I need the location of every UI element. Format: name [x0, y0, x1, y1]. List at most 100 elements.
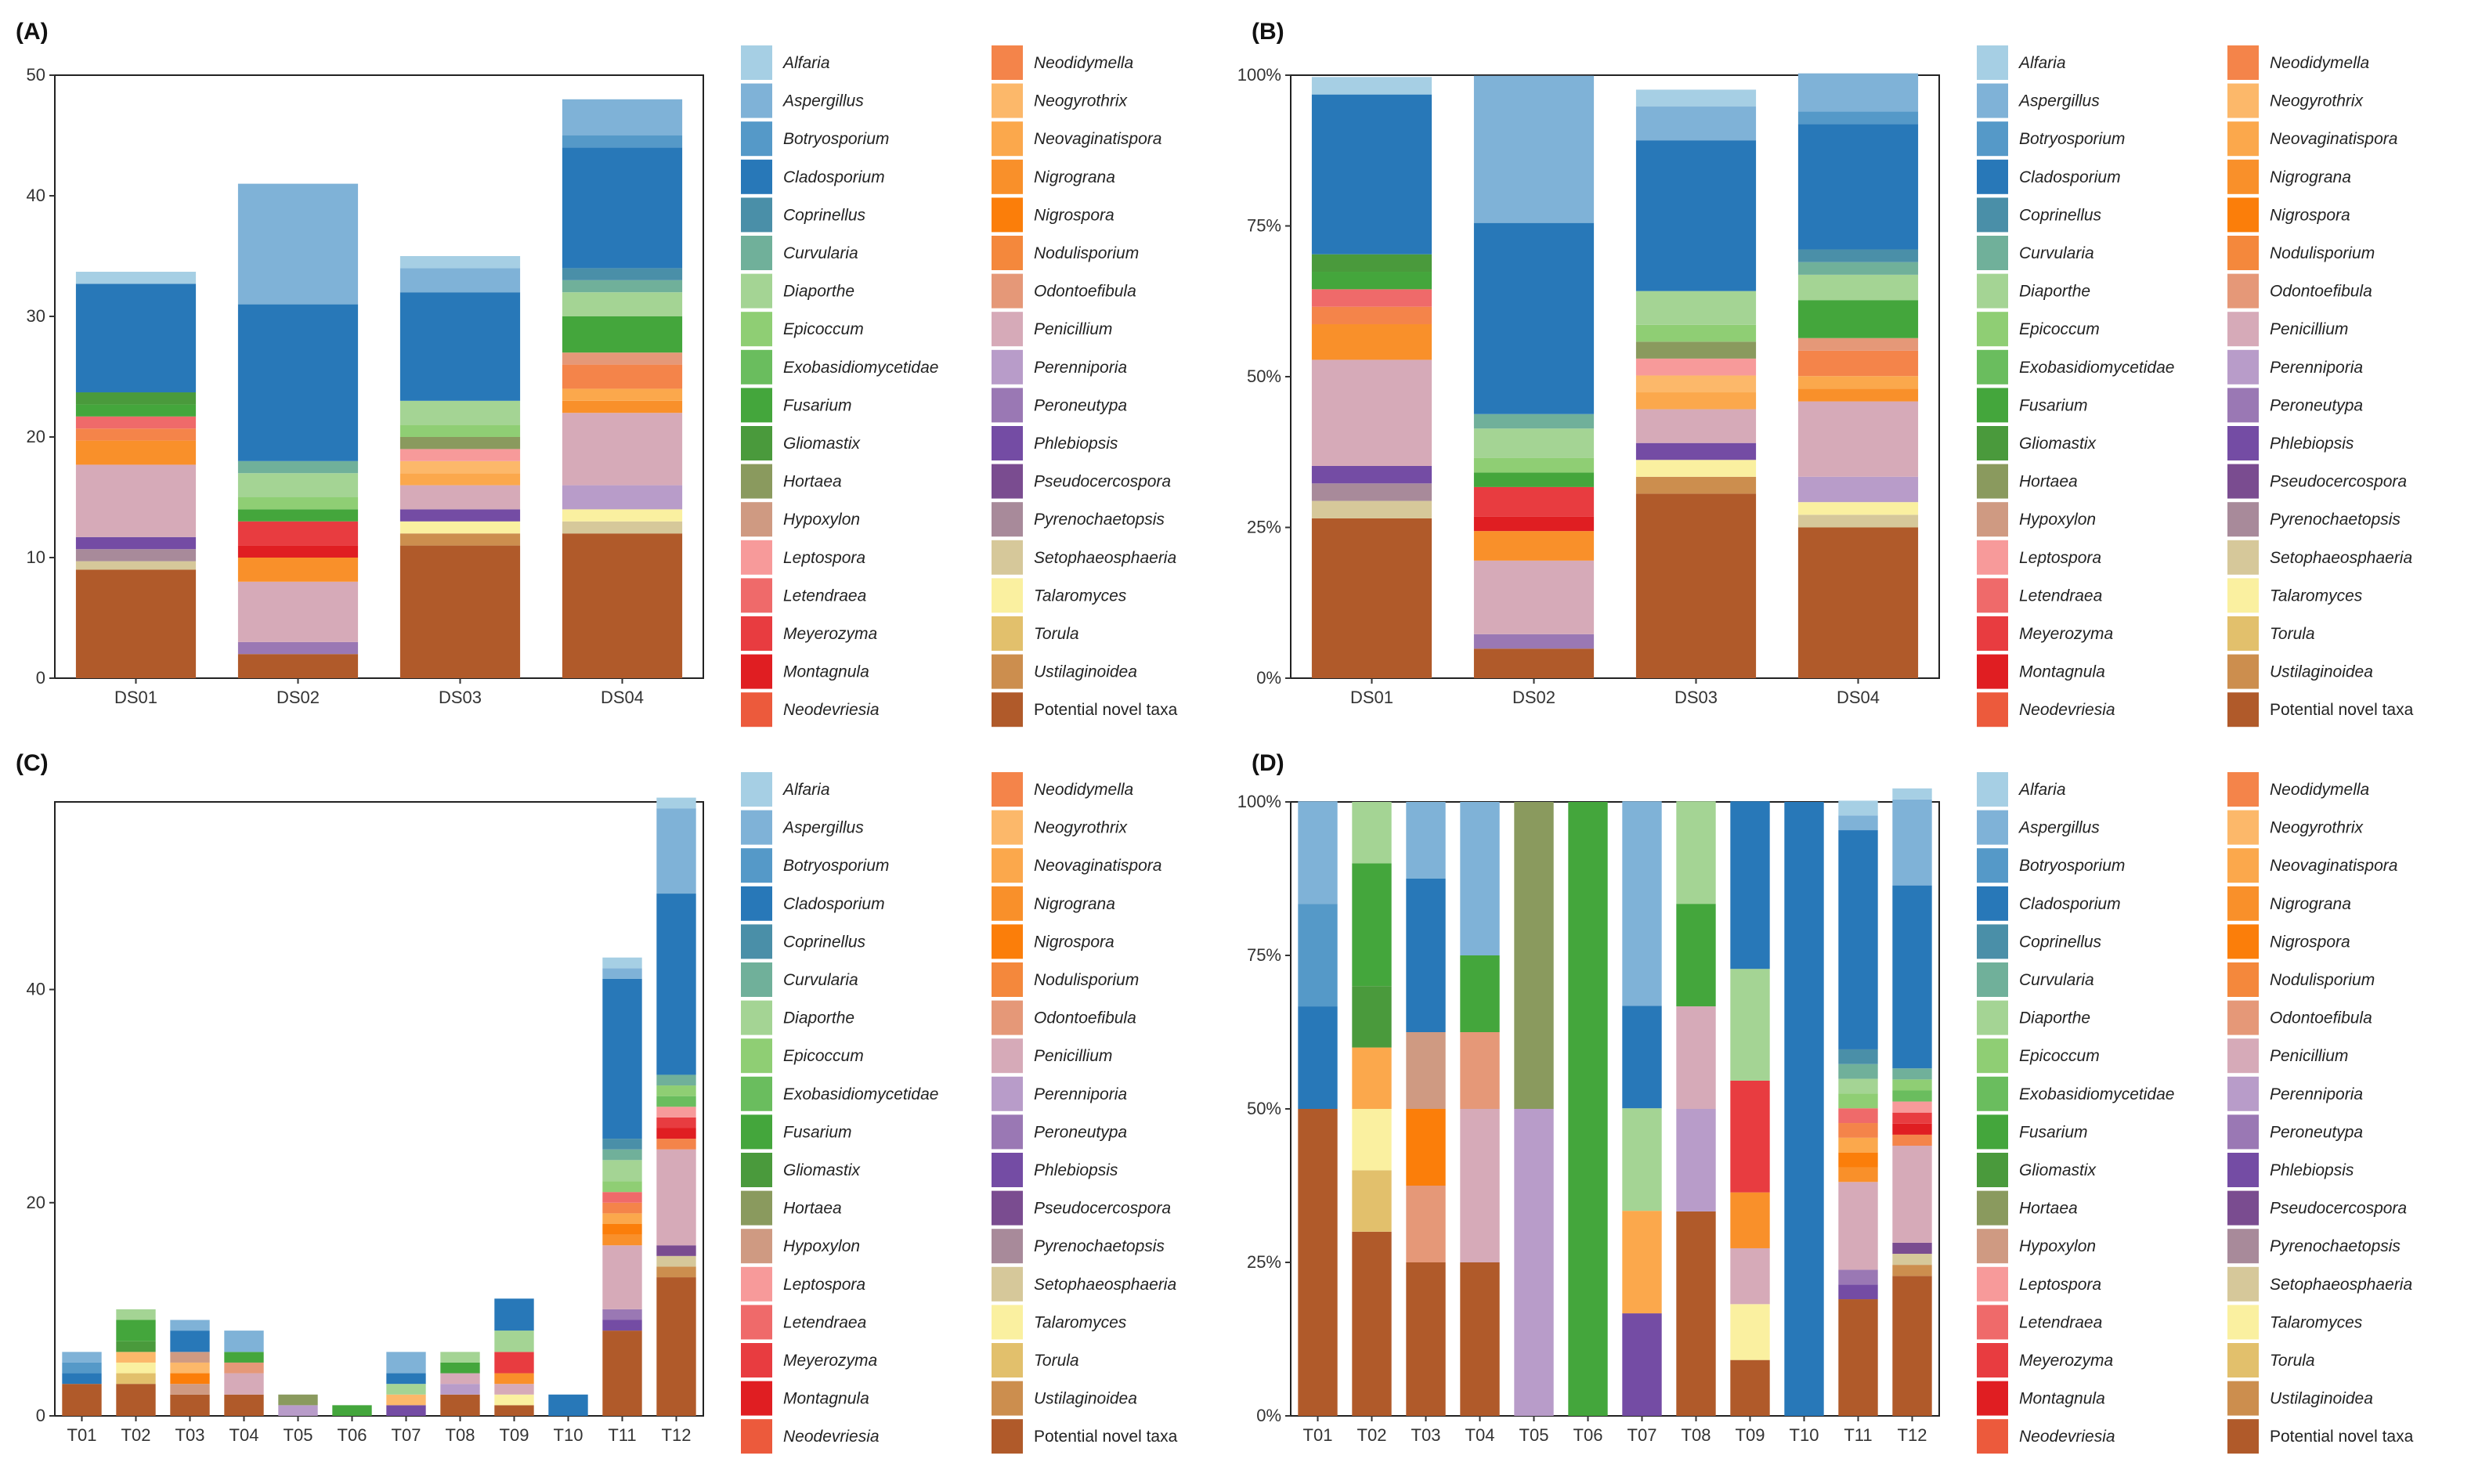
bar-segment — [1406, 802, 1446, 879]
legend-label: Meyerozyma — [2019, 1352, 2113, 1370]
bar-segment — [1892, 799, 1932, 886]
legend-label: Curvularia — [783, 244, 858, 262]
legend-swatch — [1977, 886, 2008, 921]
legend-label: Montagnula — [2019, 1390, 2105, 1408]
legend-swatch — [741, 1038, 772, 1074]
legend-label: Diaporthe — [783, 1009, 854, 1027]
bar-segment — [1635, 493, 1757, 678]
legend-swatch — [992, 1419, 1023, 1454]
bar-segment — [62, 1362, 102, 1374]
bar-segment — [1676, 1109, 1716, 1211]
bar-segment — [1838, 1108, 1878, 1124]
legend-swatch — [741, 159, 772, 194]
bar-segment — [1797, 476, 1919, 503]
x-tick-label: DS02 — [276, 688, 320, 707]
legend-label: Alfaria — [782, 781, 830, 799]
y-tick-label: 25% — [1247, 1252, 1281, 1272]
legend-label: Montagnula — [783, 1390, 869, 1408]
bar-segment — [1730, 801, 1770, 969]
legend-swatch — [1977, 772, 2008, 807]
legend-swatch — [741, 1076, 772, 1111]
bar-segment — [224, 1394, 264, 1416]
x-tick-label: T07 — [392, 1425, 421, 1445]
panel-label-c: (C) — [16, 750, 49, 776]
legend-swatch — [1977, 312, 2008, 347]
bar-segment — [1352, 1047, 1392, 1109]
legend-swatch — [2227, 540, 2259, 575]
legend-label: Gliomastix — [2019, 1161, 2097, 1179]
bar-segment — [440, 1362, 480, 1374]
bar-segment — [237, 183, 359, 305]
legend-label: Coprinellus — [783, 206, 866, 224]
bar-segment — [75, 536, 197, 550]
legend-label: Ustilaginoidea — [2270, 1390, 2373, 1408]
panel-a: (A) 0 10 20 30 40 50 DS01 DS02 DS03 DS04 Alfaria As… — [0, 0, 1235, 742]
legend-label: Talaromyces — [2270, 587, 2363, 605]
bar-segment — [237, 521, 359, 546]
legend-swatch — [992, 924, 1023, 959]
legend-label: Nodulisporium — [2270, 971, 2375, 989]
bar-segment — [1406, 1186, 1446, 1262]
y-tick-label: 10 — [27, 547, 45, 567]
bar-segment — [562, 509, 683, 522]
bar-segment — [1730, 1080, 1770, 1193]
legend-swatch — [992, 810, 1023, 845]
bar-segment — [602, 1139, 642, 1150]
y-tick-label: 0% — [1256, 668, 1281, 688]
bar-segment — [237, 654, 359, 678]
legend-swatch — [992, 1114, 1023, 1150]
legend-label: Peroneutypa — [2270, 396, 2363, 414]
legend-swatch — [741, 349, 772, 385]
bar-segment — [1838, 1049, 1878, 1064]
legend-swatch — [1977, 236, 2008, 270]
bar-segment — [75, 272, 197, 284]
bar-segment — [1473, 413, 1595, 429]
x-tick-label: T02 — [121, 1425, 151, 1445]
legend-swatch — [2227, 464, 2259, 499]
legend-swatch — [2227, 810, 2259, 845]
x-tick-label: DS01 — [1350, 688, 1393, 707]
x-tick-label: T01 — [1303, 1425, 1333, 1445]
legend-swatch — [992, 388, 1023, 423]
legend-label: Cladosporium — [783, 168, 885, 186]
y-tick-label: 50% — [1247, 1099, 1281, 1118]
bar-segment — [1676, 904, 1716, 1007]
bar-segment — [602, 1331, 642, 1416]
bar-segment — [1635, 107, 1757, 141]
bar-segment — [1473, 560, 1595, 634]
legend-swatch — [1977, 578, 2008, 613]
legend-label: Neodevriesia — [783, 1428, 880, 1446]
legend-swatch — [741, 426, 772, 460]
legend-label: Diaporthe — [783, 283, 854, 301]
legend-label: Hypoxylon — [783, 1237, 860, 1255]
legend-label: Torula — [1034, 1352, 1079, 1370]
bar-segment — [1892, 1134, 1932, 1146]
legend-label: Epicoccum — [2019, 1047, 2100, 1065]
bar-segment — [1622, 1108, 1662, 1211]
bar-segment — [1892, 1090, 1932, 1102]
bar-segment — [440, 1352, 480, 1363]
legend-label: Leptospora — [783, 549, 865, 567]
bar-segment — [170, 1373, 210, 1385]
bar-segment — [62, 1384, 102, 1416]
bar-segment — [116, 1373, 156, 1385]
bar-segment — [399, 509, 521, 522]
legend-label: Aspergillus — [2018, 92, 2100, 110]
legend-label: Hortaea — [783, 473, 842, 491]
legend-swatch — [1977, 540, 2008, 575]
legend-swatch — [741, 236, 772, 270]
legend-swatch — [741, 464, 772, 499]
bar-segment — [1892, 1068, 1932, 1080]
bar-segment — [656, 1107, 696, 1118]
bar-segment — [1730, 1304, 1770, 1360]
bar-segment — [1298, 1006, 1338, 1109]
legend-swatch — [992, 578, 1023, 613]
legend-swatch — [2227, 924, 2259, 959]
bar-segment — [1797, 300, 1919, 338]
bar-segment — [1730, 1192, 1770, 1248]
legend-swatch — [1977, 464, 2008, 499]
legend-swatch — [992, 236, 1023, 270]
bar-segment — [562, 521, 683, 534]
legend-label: Alfaria — [782, 54, 830, 72]
legend-swatch — [2227, 273, 2259, 309]
